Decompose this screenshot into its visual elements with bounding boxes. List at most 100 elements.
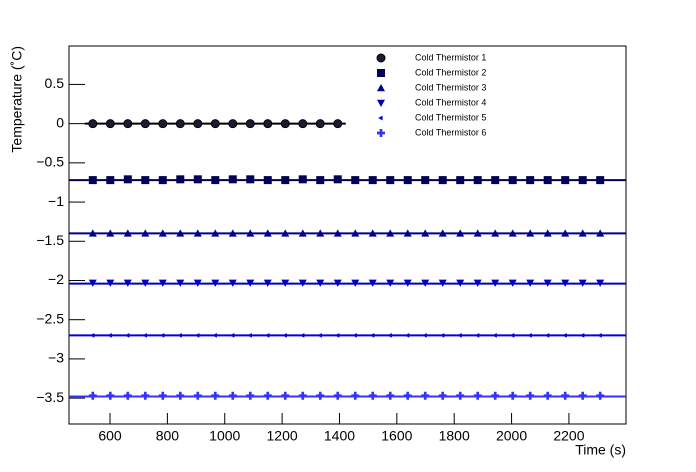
marker [193,229,202,237]
marker [106,229,115,237]
marker [543,279,552,287]
y-tick-label: −1 [48,193,64,209]
marker [544,332,550,338]
marker [526,391,535,400]
marker [263,279,272,287]
marker [316,279,325,287]
marker [387,332,392,338]
marker [228,119,238,129]
marker [106,176,115,185]
marker [421,176,430,185]
marker [422,332,427,338]
marker [176,391,185,400]
marker [193,119,203,129]
x-tick-label: 600 [98,428,122,444]
marker [106,279,115,287]
marker [596,279,605,287]
marker [439,332,445,338]
marker [352,332,357,338]
marker [123,229,132,237]
marker [578,391,587,400]
marker [193,279,202,287]
x-tick-label: 1600 [381,428,412,444]
marker [403,391,412,400]
marker [491,279,500,287]
marker [123,391,132,400]
marker [177,332,182,338]
marker [211,279,220,287]
marker [298,279,307,287]
marker [456,229,465,237]
marker [88,229,97,237]
marker [562,332,567,338]
marker [596,229,605,237]
marker [473,229,482,237]
legend-label: Cold Thermistor 3 [415,82,486,92]
marker [596,391,605,400]
x-tick-label: 1200 [267,428,298,444]
marker [141,176,150,185]
marker [315,119,325,129]
marker [88,391,97,400]
marker [508,229,517,237]
marker [211,229,220,237]
marker [333,229,342,237]
marker [158,229,167,237]
marker [508,391,517,400]
x-tick-label: 2200 [553,428,584,444]
y-tick-label: 0.5 [45,75,65,91]
marker [456,279,465,287]
marker [526,229,535,237]
marker [211,176,220,185]
marker [421,229,430,237]
marker [438,279,447,287]
marker [491,229,500,237]
marker [578,229,587,237]
marker [561,279,570,287]
marker [543,391,552,400]
marker [351,229,360,237]
marker [492,332,497,338]
legend-marker [377,99,385,107]
marker [509,332,515,338]
legend-label: Cold Thermistor 4 [415,97,486,107]
y-tick-label: −3.5 [36,389,64,405]
legend-marker [376,53,386,63]
marker [369,332,375,338]
marker [473,176,482,185]
y-tick-label: −1.5 [36,232,64,248]
marker [88,119,98,129]
marker [210,119,220,129]
marker [106,391,115,400]
legend-marker [377,69,385,77]
marker [105,119,115,129]
marker [281,279,290,287]
marker [88,176,97,185]
marker [158,119,168,129]
legend-marker [377,129,385,138]
y-tick-label: −2 [48,271,64,287]
marker [351,176,360,185]
legend-label: Cold Thermistor 5 [415,112,486,122]
marker [561,176,570,185]
marker [299,332,305,338]
marker [88,279,97,287]
marker [438,391,447,400]
marker [176,175,185,184]
legend-label: Cold Thermistor 6 [415,127,486,137]
marker [527,332,532,338]
marker [158,279,167,287]
marker [246,279,255,287]
marker [438,176,447,185]
marker [333,391,342,400]
marker [263,119,273,129]
marker [141,279,150,287]
marker [140,119,150,129]
marker [508,176,517,185]
marker [368,279,377,287]
marker [543,229,552,237]
marker [333,279,342,287]
marker [298,175,307,184]
marker [386,279,395,287]
marker [403,229,412,237]
